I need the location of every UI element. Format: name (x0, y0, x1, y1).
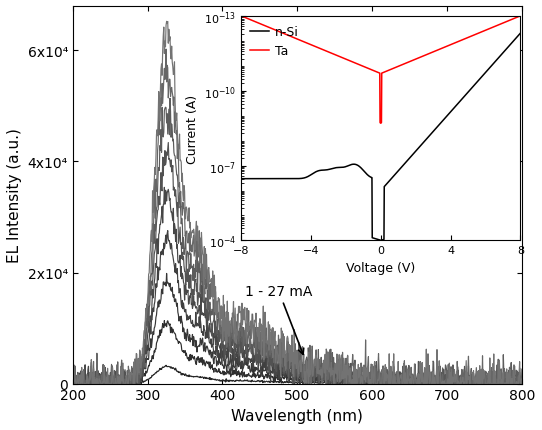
n-Si (361, 169, 367, 175)
n-Si (430, 129, 436, 135)
Line: Ta: Ta (241, 17, 520, 124)
Ta (267, 26, 273, 31)
Ta (361, 65, 367, 70)
Ta (377, 121, 384, 126)
X-axis label: Wavelength (nm): Wavelength (nm) (231, 408, 363, 423)
Ta (351, 61, 357, 66)
n-Si (456, 100, 462, 105)
Ta (456, 40, 462, 45)
Ta (430, 50, 436, 55)
n-Si (351, 162, 357, 167)
n-Si (238, 177, 244, 182)
n-Si (267, 177, 273, 182)
Ta (461, 37, 467, 43)
n-Si (377, 238, 384, 243)
X-axis label: Voltage (V): Voltage (V) (346, 261, 415, 274)
Legend: n-Si, Ta: n-Si, Ta (248, 24, 301, 61)
Line: n-Si: n-Si (241, 34, 520, 241)
Ta (517, 14, 524, 19)
Ta (238, 14, 244, 19)
n-Si (517, 31, 524, 37)
Y-axis label: Current (A): Current (A) (186, 95, 199, 163)
Y-axis label: EL Intensity (a.u.): EL Intensity (a.u.) (7, 128, 22, 263)
n-Si (461, 95, 467, 100)
Text: 1 - 27 mA: 1 - 27 mA (245, 284, 312, 354)
